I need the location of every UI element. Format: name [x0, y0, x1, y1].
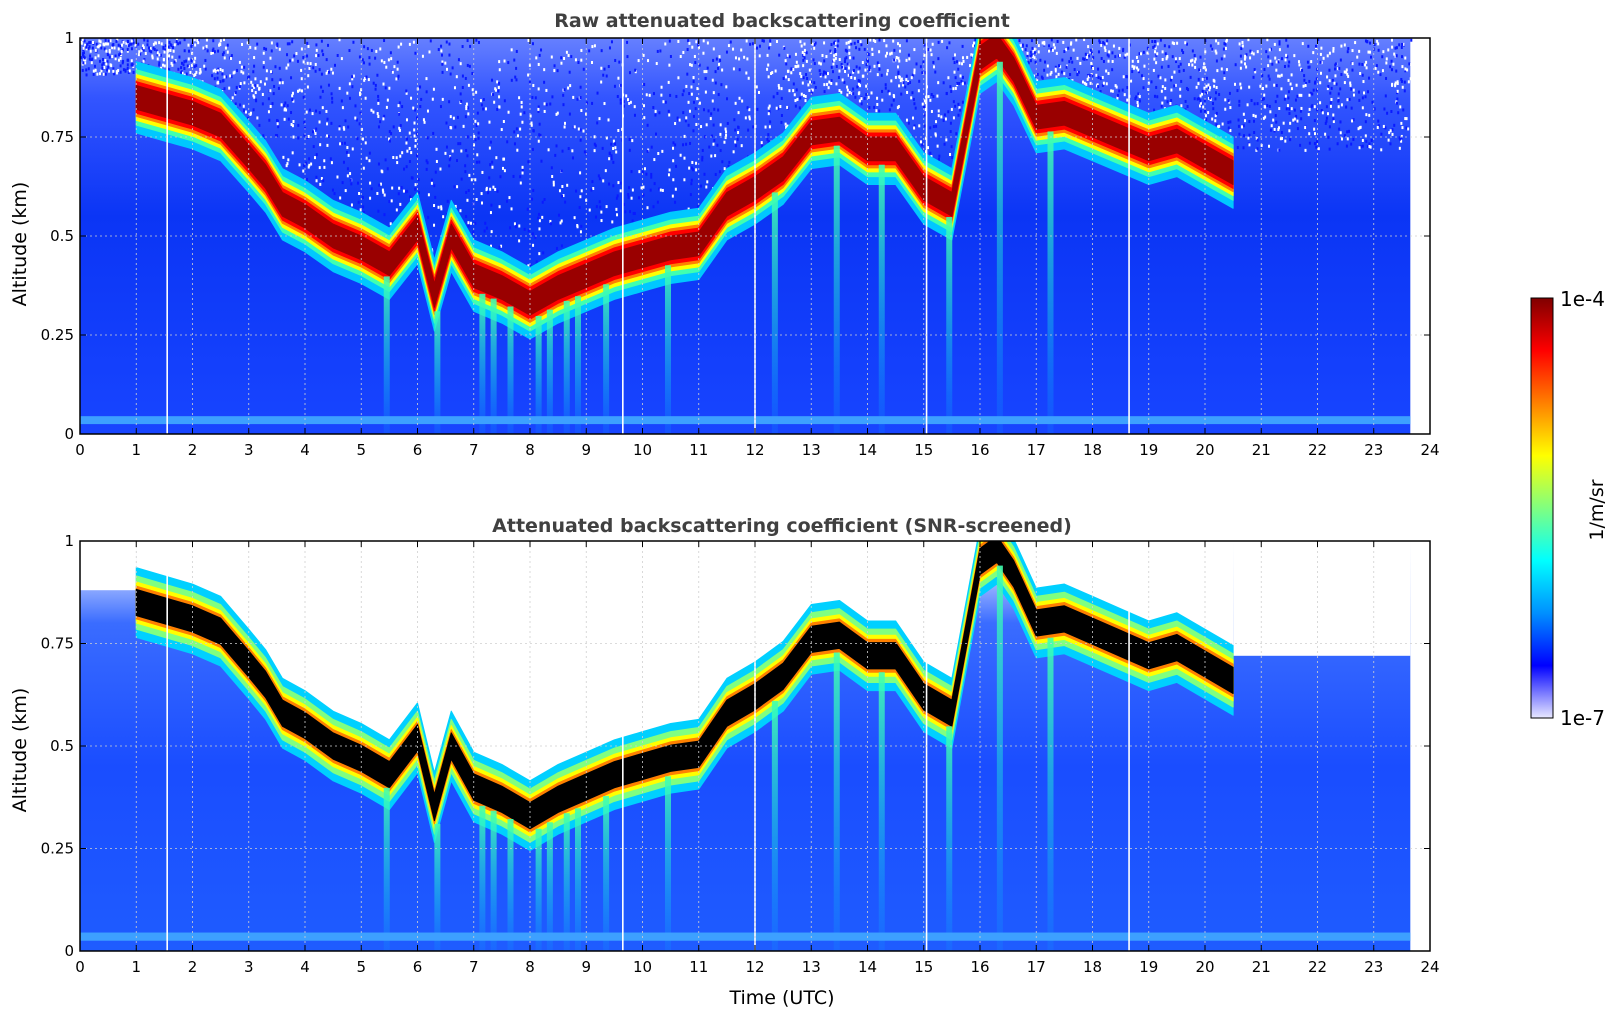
screened-grid [80, 541, 1430, 951]
x-tick-label: 7 [469, 958, 479, 976]
raw-y-ticks: 0 0.25 0.5 0.75 1 [41, 29, 1430, 443]
x-tick-label: 15 [914, 958, 933, 976]
y-tick-label: 1 [64, 29, 74, 47]
raw-x-ticks: 0 1 2 3 4 5 6 7 8 9 10 11 12 13 14 15 16 17 18 19 20 21 22 23 24 [75, 38, 1440, 459]
colorbar: 1e-4 1e-7 1/m/sr [1530, 287, 1608, 730]
y-tick-label: 0.75 [41, 128, 74, 146]
x-tick-label: 16 [970, 958, 989, 976]
x-tick-label: 0 [75, 958, 85, 976]
colorbar-min-label: 1e-7 [1560, 706, 1605, 730]
x-tick-label: 9 [581, 958, 591, 976]
x-tick-label: 14 [858, 441, 877, 459]
screened-panel-title: Attenuated backscattering coefficient (S… [492, 515, 1072, 537]
raw-backscatter-panel: Raw attenuated backscattering coefficien… [9, 10, 1440, 459]
x-tick-label: 11 [689, 958, 708, 976]
x-tick-label: 4 [300, 958, 310, 976]
x-tick-label: 9 [581, 441, 591, 459]
x-tick-label: 13 [802, 441, 821, 459]
screened-x-ticks: 0 1 2 3 4 5 6 7 8 9 10 11 12 13 14 15 16 17 18 19 20 21 22 23 24 [75, 541, 1440, 976]
x-tick-label: 1 [131, 441, 141, 459]
x-tick-label: 23 [1364, 958, 1383, 976]
x-tick-label: 22 [1308, 441, 1327, 459]
x-tick-label: 19 [1139, 441, 1158, 459]
x-tick-label: 17 [1027, 441, 1046, 459]
x-tick-label: 16 [970, 441, 989, 459]
x-tick-label: 12 [745, 958, 764, 976]
y-tick-label: 0.25 [41, 840, 74, 858]
x-tick-label: 15 [914, 441, 933, 459]
screened-cloud-layer [135, 541, 1234, 852]
x-tick-label: 3 [244, 441, 254, 459]
x-tick-label: 3 [244, 958, 254, 976]
x-tick-label: 4 [300, 441, 310, 459]
y-tick-label: 0.25 [41, 326, 74, 344]
y-tick-label: 0 [64, 425, 74, 443]
x-tick-label: 14 [858, 958, 877, 976]
x-tick-label: 21 [1252, 441, 1271, 459]
x-tick-label: 10 [633, 441, 652, 459]
screened-backscatter-panel: Attenuated backscattering coefficient (S… [9, 515, 1440, 1009]
screened-virga-streaks [383, 565, 1054, 951]
raw-virga-streaks [383, 61, 1054, 434]
y-tick-label: 0.5 [50, 737, 74, 755]
colorbar-frame [1530, 297, 1554, 719]
x-tick-label: 17 [1027, 958, 1046, 976]
x-tick-label: 2 [188, 441, 198, 459]
raw-cloud-layer [135, 38, 1234, 340]
x-tick-label: 1 [131, 958, 141, 976]
x-tick-label: 20 [1195, 958, 1214, 976]
x-tick-label: 23 [1364, 441, 1383, 459]
x-tick-label: 11 [689, 441, 708, 459]
x-tick-label: 13 [802, 958, 821, 976]
x-axis-label: Time (UTC) [728, 987, 834, 1009]
raw-panel-title: Raw attenuated backscattering coefficien… [554, 10, 1010, 32]
colorbar-max-label: 1e-4 [1560, 287, 1605, 311]
screened-y-axis-label: Altitude (km) [9, 688, 31, 813]
x-tick-label: 18 [1083, 441, 1102, 459]
x-tick-label: 8 [525, 441, 535, 459]
colorbar-gradient [1531, 298, 1553, 718]
y-tick-label: 0 [64, 942, 74, 960]
colorbar-unit-label: 1/m/sr [1586, 479, 1608, 540]
x-tick-label: 18 [1083, 958, 1102, 976]
x-tick-label: 19 [1139, 958, 1158, 976]
raw-y-axis-label: Altitude (km) [9, 182, 31, 307]
x-tick-label: 6 [413, 441, 423, 459]
x-tick-label: 5 [356, 958, 366, 976]
x-tick-label: 0 [75, 441, 85, 459]
x-tick-label: 22 [1308, 958, 1327, 976]
x-tick-label: 12 [745, 441, 764, 459]
x-tick-label: 2 [188, 958, 198, 976]
raw-grid [80, 38, 1430, 434]
y-tick-label: 1 [64, 532, 74, 550]
x-tick-label: 5 [356, 441, 366, 459]
x-tick-label: 24 [1420, 958, 1439, 976]
y-tick-label: 0.75 [41, 635, 74, 653]
x-tick-label: 6 [413, 958, 423, 976]
x-tick-label: 20 [1195, 441, 1214, 459]
x-tick-label: 24 [1420, 441, 1439, 459]
screened-y-ticks: 0 0.25 0.5 0.75 1 [41, 532, 1430, 960]
x-tick-label: 21 [1252, 958, 1271, 976]
y-tick-label: 0.5 [50, 227, 74, 245]
x-tick-label: 10 [633, 958, 652, 976]
x-tick-label: 7 [469, 441, 479, 459]
x-tick-label: 8 [525, 958, 535, 976]
